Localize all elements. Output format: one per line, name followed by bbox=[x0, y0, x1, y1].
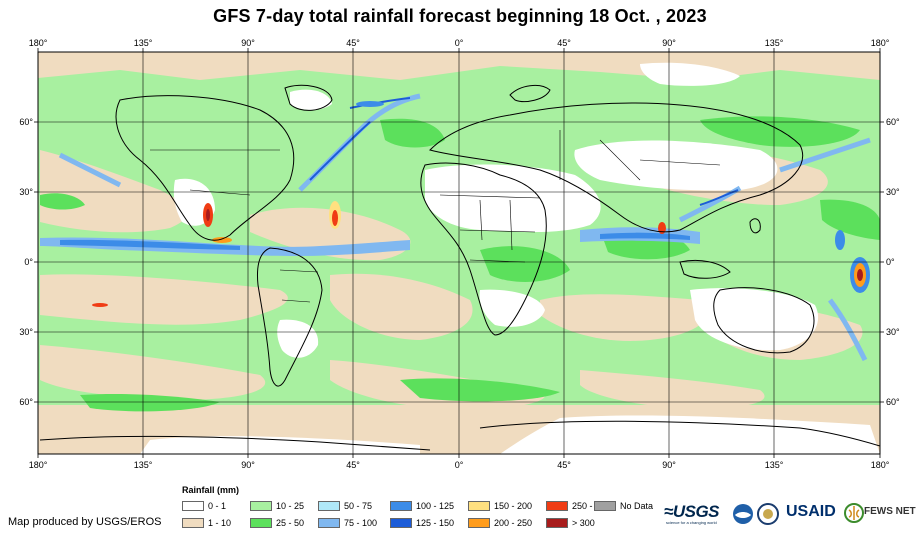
legend-label: 100 - 125 bbox=[416, 501, 455, 511]
legend-item: No Data bbox=[594, 500, 653, 512]
lon-label: 90° bbox=[662, 460, 676, 470]
fewsnet-emblem-icon bbox=[844, 503, 864, 523]
lon-label: 45° bbox=[557, 460, 571, 470]
dos-seal-icon bbox=[757, 503, 779, 525]
lat-label: 30° bbox=[886, 187, 900, 197]
lat-label: 0° bbox=[886, 257, 895, 267]
graticule bbox=[38, 52, 880, 454]
legend-item: 50 - 75 bbox=[318, 500, 372, 512]
legend-swatch bbox=[468, 501, 490, 511]
legend-swatch bbox=[594, 501, 616, 511]
lon-label: 180° bbox=[29, 38, 48, 48]
legend-item: 125 - 150 bbox=[390, 517, 454, 529]
legend-swatch bbox=[318, 501, 340, 511]
usaid-logo: USAID bbox=[786, 503, 836, 520]
lon-label: 135° bbox=[134, 38, 153, 48]
legend-label: 250 - 300 bbox=[572, 501, 611, 511]
lat-label: 30° bbox=[19, 187, 33, 197]
country-borders bbox=[150, 130, 721, 303]
lat-label: 60° bbox=[19, 397, 33, 407]
credit-text: Map produced by USGS/EROS bbox=[8, 516, 162, 528]
usgs-tagline: science for a changing world bbox=[666, 520, 717, 525]
lon-label: 90° bbox=[662, 38, 676, 48]
lon-label: 180° bbox=[871, 460, 890, 470]
lon-label: 45° bbox=[557, 38, 571, 48]
legend-item: 200 - 250 bbox=[468, 517, 532, 529]
fewsnet-logo: FEWS NET bbox=[864, 506, 916, 517]
lon-label: 180° bbox=[871, 38, 890, 48]
legend-item: 10 - 25 bbox=[250, 500, 304, 512]
legend-label: No Data bbox=[620, 501, 654, 511]
legend-item: 150 - 200 bbox=[468, 500, 532, 512]
legend-swatch bbox=[390, 501, 412, 511]
lat-label: 30° bbox=[19, 327, 33, 337]
legend-item: 250 - 300 bbox=[546, 500, 610, 512]
legend-title: Rainfall (mm) bbox=[182, 485, 240, 495]
legend-item: 0 - 1 bbox=[182, 500, 226, 512]
lon-labels-bottom: 180° 135° 90° 45° 0° 45° 90° 135° 180° bbox=[29, 460, 890, 470]
rainfall-map[interactable]: 180° 135° 90° 45° 0° 45° 90° 135° 180° 1… bbox=[0, 0, 920, 470]
lat-label: 60° bbox=[886, 397, 900, 407]
lat-labels-right: 60° 30° 0° 30° 60° bbox=[886, 117, 900, 407]
legend: 0 - 1 1 - 10 10 - 25 25 - 50 50 - 75 75 … bbox=[182, 500, 662, 534]
map-svg: 180° 135° 90° 45° 0° 45° 90° 135° 180° 1… bbox=[19, 38, 900, 470]
lat-label: 60° bbox=[19, 117, 33, 127]
legend-label: 200 - 250 bbox=[494, 518, 533, 528]
lat-labels-left: 60° 30° 0° 30° 60° bbox=[19, 117, 33, 407]
legend-label: 10 - 25 bbox=[276, 501, 305, 511]
legend-swatch bbox=[468, 518, 490, 528]
legend-swatch bbox=[250, 501, 272, 511]
extreme-rain-spots bbox=[92, 101, 870, 307]
lon-label: 45° bbox=[346, 460, 360, 470]
lat-label: 60° bbox=[886, 117, 900, 127]
lon-label: 90° bbox=[241, 38, 255, 48]
lon-label: 135° bbox=[765, 460, 784, 470]
legend-label: 150 - 200 bbox=[494, 501, 533, 511]
legend-swatch bbox=[182, 501, 204, 511]
tick-marks bbox=[34, 48, 884, 458]
legend-item: 1 - 10 bbox=[182, 517, 231, 529]
lon-label: 0° bbox=[455, 38, 464, 48]
lon-label: 0° bbox=[455, 460, 464, 470]
legend-swatch bbox=[318, 518, 340, 528]
seal-icons bbox=[733, 503, 779, 525]
legend-swatch bbox=[546, 518, 568, 528]
lon-label: 135° bbox=[765, 38, 784, 48]
legend-label: > 300 bbox=[572, 518, 595, 528]
lat-label: 0° bbox=[24, 257, 33, 267]
legend-swatch bbox=[546, 501, 568, 511]
legend-swatch bbox=[390, 518, 412, 528]
legend-swatch bbox=[182, 518, 204, 528]
lat-label: 30° bbox=[886, 327, 900, 337]
agency-logos: ≈USGS science for a changing world USAID… bbox=[664, 500, 916, 528]
moderate-rain-zones bbox=[40, 116, 880, 412]
legend-item: 100 - 125 bbox=[390, 500, 454, 512]
legend-label: 75 - 100 bbox=[344, 518, 378, 528]
noaa-seal-icon bbox=[733, 504, 753, 524]
legend-label: 1 - 10 bbox=[208, 518, 232, 528]
legend-label: 0 - 1 bbox=[208, 501, 227, 511]
lon-labels-top: 180° 135° 90° 45° 0° 45° 90° 135° 180° bbox=[29, 38, 890, 48]
legend-label: 25 - 50 bbox=[276, 518, 305, 528]
map-title: GFS 7-day total rainfall forecast beginn… bbox=[213, 6, 707, 26]
lon-label: 45° bbox=[346, 38, 360, 48]
legend-item: 75 - 100 bbox=[318, 517, 377, 529]
lon-label: 135° bbox=[134, 460, 153, 470]
lon-label: 90° bbox=[241, 460, 255, 470]
lon-label: 180° bbox=[29, 460, 48, 470]
legend-item: > 300 bbox=[546, 517, 595, 529]
no-rain-zones bbox=[140, 62, 880, 454]
usgs-logo: ≈USGS bbox=[664, 502, 720, 521]
legend-swatch bbox=[250, 518, 272, 528]
legend-item: 25 - 50 bbox=[250, 517, 304, 529]
legend-label: 50 - 75 bbox=[344, 501, 373, 511]
legend-label: 125 - 150 bbox=[416, 518, 455, 528]
